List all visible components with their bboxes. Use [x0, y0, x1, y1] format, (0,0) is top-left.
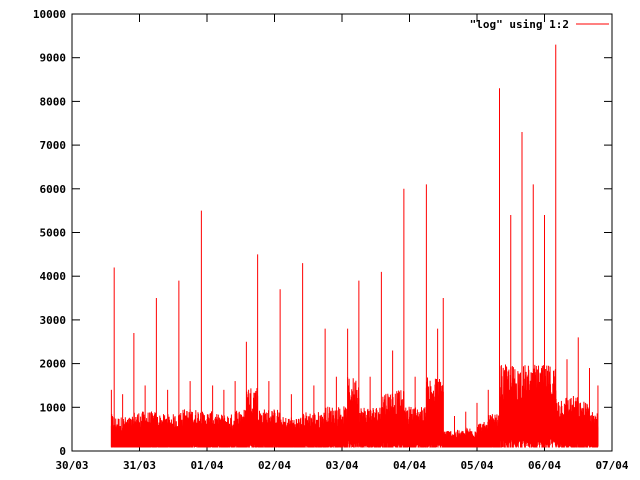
x-tick-label: 06/04	[528, 459, 561, 472]
y-tick-label: 0	[59, 445, 66, 458]
y-tick-label: 8000	[40, 95, 67, 108]
series-line-body	[110, 364, 599, 448]
x-tick-label: 31/03	[123, 459, 156, 472]
legend-label: "log" using 1:2	[470, 18, 569, 31]
y-tick-label: 3000	[40, 314, 67, 327]
x-tick-label: 05/04	[460, 459, 493, 472]
x-tick-label: 02/04	[258, 459, 291, 472]
x-tick-label: 07/04	[595, 459, 628, 472]
x-tick-label: 04/04	[393, 459, 426, 472]
y-tick-label: 9000	[40, 52, 67, 65]
y-tick-label: 1000	[40, 401, 67, 414]
legend: "log" using 1:2	[470, 18, 609, 31]
y-tick-label: 4000	[40, 270, 67, 283]
x-tick-label: 30/03	[55, 459, 88, 472]
plot-area	[110, 44, 599, 448]
y-tick-label: 2000	[40, 358, 67, 371]
y-tick-label: 7000	[40, 139, 67, 152]
y-tick-label: 10000	[33, 8, 66, 21]
y-tick-label: 5000	[40, 227, 67, 240]
x-tick-label: 03/04	[325, 459, 358, 472]
y-tick-label: 6000	[40, 183, 67, 196]
x-tick-label: 01/04	[190, 459, 223, 472]
axes: 0 1000 2000 3000 4000 5000 6000 7000 8000 9000 100…	[33, 8, 629, 472]
